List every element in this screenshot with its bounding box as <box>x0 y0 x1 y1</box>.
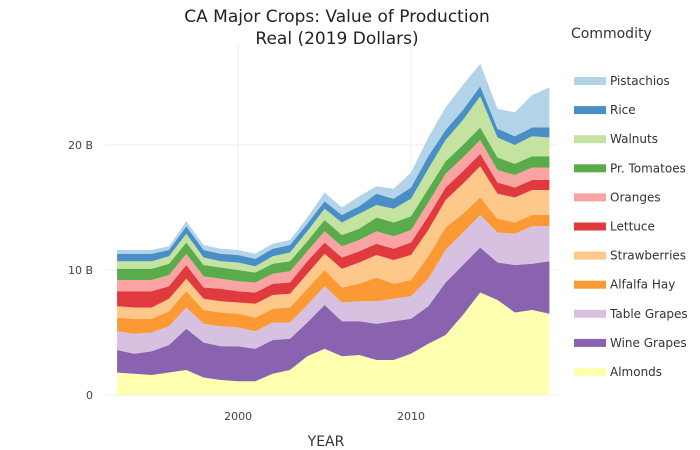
legend-item-wine-grapes[interactable]: Wine Grapes <box>574 336 687 350</box>
legend-swatch <box>574 222 606 231</box>
legend-swatch <box>574 368 606 376</box>
legend-label: Walnuts <box>610 132 658 146</box>
legend-item-almonds[interactable]: Almonds <box>574 365 662 379</box>
legend-label: Oranges <box>610 190 661 204</box>
area-almonds <box>117 292 550 395</box>
legend-item-table-grapes[interactable]: Table Grapes <box>574 307 688 321</box>
legend-label: Wine Grapes <box>610 336 687 350</box>
legend-title: Commodity <box>571 26 652 42</box>
area-table-grapes <box>117 215 550 354</box>
y-tick-label: 0 <box>86 389 93 402</box>
legend-label: Pistachios <box>610 74 670 88</box>
y-tick-label: 10 B <box>68 264 93 277</box>
area-alfalfa-hay <box>117 197 550 334</box>
legend-item-pr-tomatoes[interactable]: Pr. Tomatoes <box>574 161 686 175</box>
legend-swatch <box>574 193 606 202</box>
area-pr-tomatoes <box>117 127 550 283</box>
legend-label: Alfalfa Hay <box>610 278 675 292</box>
legend-label: Table Grapes <box>609 307 688 321</box>
legend-label: Lettuce <box>610 220 655 234</box>
legend-item-walnuts[interactable]: Walnuts <box>574 132 658 146</box>
chart-title-line1: CA Major Crops: Value of Production <box>184 7 490 27</box>
x-tick-label: 2000 <box>224 410 252 423</box>
legend-label: Rice <box>610 103 636 117</box>
area-series-group <box>117 63 550 395</box>
legend-item-alfalfa-hay[interactable]: Alfalfa Hay <box>574 278 675 292</box>
legend-item-lettuce[interactable]: Lettuce <box>574 220 655 234</box>
legend-swatch <box>574 280 606 289</box>
legend-item-pistachios[interactable]: Pistachios <box>574 74 670 88</box>
area-lettuce <box>117 153 550 308</box>
legend-swatch <box>574 135 606 144</box>
legend-item-rice[interactable]: Rice <box>574 103 636 117</box>
y-tick-label: 20 B <box>68 139 93 152</box>
legend-label: Pr. Tomatoes <box>610 161 686 175</box>
area-wine-grapes <box>117 247 550 382</box>
area-strawberries <box>117 166 550 319</box>
x-axis-title: YEAR <box>307 434 345 450</box>
chart-title-line2: Real (2019 Dollars) <box>255 29 418 49</box>
legend-swatch <box>574 106 606 115</box>
legend-swatch <box>574 251 606 260</box>
legend-item-oranges[interactable]: Oranges <box>574 190 661 204</box>
legend-swatch <box>574 309 606 318</box>
legend: Pistachios Rice Walnuts Pr. Tomatoes Oranges… <box>574 74 688 379</box>
legend-item-strawberries[interactable]: Strawberries <box>574 249 686 263</box>
legend-swatch <box>574 164 606 173</box>
legend-swatch <box>574 338 606 347</box>
x-axis-ticks: 2000 2010 <box>224 410 425 423</box>
legend-swatch <box>574 77 606 85</box>
y-axis-ticks: 0 10 B 20 B <box>68 139 93 402</box>
x-tick-label: 2010 <box>397 410 425 423</box>
legend-label: Strawberries <box>610 249 686 263</box>
legend-label: Almonds <box>610 365 662 379</box>
